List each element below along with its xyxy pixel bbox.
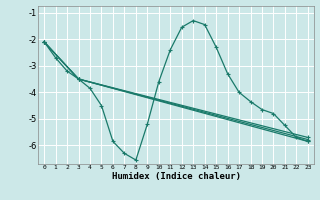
X-axis label: Humidex (Indice chaleur): Humidex (Indice chaleur) [111,172,241,181]
